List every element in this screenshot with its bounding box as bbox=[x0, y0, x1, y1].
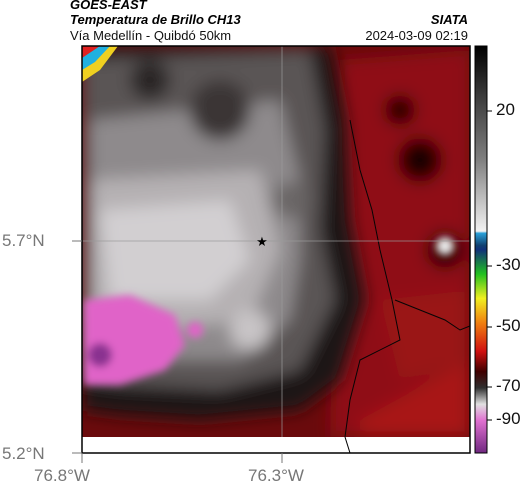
lat-label-1: 5.7°N bbox=[2, 231, 45, 250]
product-title: Temperatura de Brillo CH13 bbox=[70, 12, 241, 27]
lat-label-2: 5.2°N bbox=[2, 444, 45, 463]
map-frame bbox=[81, 45, 471, 454]
colorbar-tick-neg90: -90 bbox=[496, 409, 521, 428]
colorbar-tick-neg30: -30 bbox=[496, 255, 521, 274]
colorbar-tick-neg50: -50 bbox=[496, 316, 521, 335]
datetime-label: 2024-03-09 02:19 bbox=[365, 28, 468, 43]
colorbar-tick-20: 20 bbox=[496, 100, 515, 119]
organization-label: SIATA bbox=[430, 12, 468, 27]
station-marker: ★ bbox=[256, 234, 268, 249]
lon-label-1: 76.8°W bbox=[34, 466, 90, 485]
colorbar bbox=[474, 45, 492, 454]
lon-label-2: 76.3°W bbox=[248, 466, 304, 485]
colorbar-tick-neg70: -70 bbox=[496, 376, 521, 395]
region-subtitle: Vía Medellín - Quibdó 50km bbox=[70, 28, 232, 43]
satellite-title: GOES-EAST bbox=[70, 0, 147, 12]
boundary-line bbox=[344, 119, 401, 437]
